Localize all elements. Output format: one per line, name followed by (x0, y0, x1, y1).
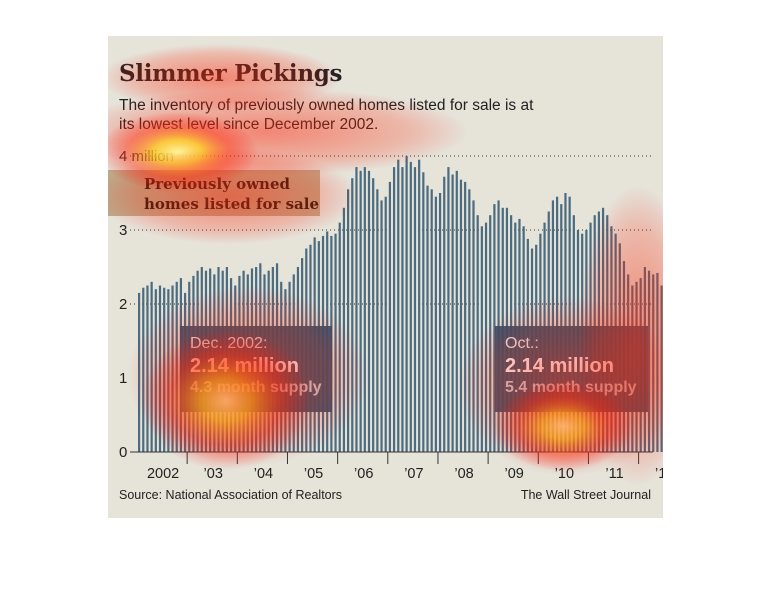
bar (426, 185, 429, 452)
y-tick-label: 2 (119, 296, 127, 313)
bar (430, 189, 433, 453)
series-legend: Previously owned homes listed for sale (108, 170, 320, 216)
callout-oct: Oct.: 2.14 million 5.4 month supply (495, 326, 648, 412)
bar (647, 270, 651, 452)
bar (163, 287, 166, 452)
callout-date: Oct.: (505, 335, 539, 352)
bar (158, 285, 162, 452)
bar (476, 215, 479, 452)
bar (660, 285, 663, 452)
y-tick-label: 1 (119, 370, 127, 387)
source-note: Source: National Association of Realtors (119, 488, 343, 502)
chart-subtitle: The inventory of previously owned homes … (119, 97, 534, 133)
bar (451, 174, 454, 452)
bar (334, 233, 337, 452)
bar (413, 167, 417, 452)
bar (468, 189, 471, 453)
bar (568, 196, 571, 452)
bar (359, 170, 362, 453)
callout-value: 2.14 million (190, 355, 299, 377)
x-tick-label: 2002 (147, 466, 179, 482)
bar (154, 289, 157, 452)
bar (472, 200, 475, 452)
bar (338, 222, 341, 452)
bar (656, 272, 659, 452)
bar (434, 196, 437, 452)
bar (459, 179, 463, 452)
bar (175, 281, 178, 452)
callout-value: 2.14 million (505, 355, 614, 377)
bar (367, 170, 371, 453)
bar (418, 159, 421, 452)
x-tick-label: ’05 (304, 466, 323, 482)
bar (480, 226, 483, 452)
bar (564, 193, 567, 452)
bar (142, 287, 145, 452)
publisher-credit: The Wall Street Journal (520, 488, 651, 502)
bar (363, 167, 366, 452)
bar (397, 159, 400, 452)
bar (372, 178, 375, 452)
legend-label-line1: Previously owned (144, 175, 290, 193)
bar (422, 172, 425, 452)
callout-date: Dec. 2002: (190, 335, 268, 352)
x-tick-label: ’07 (404, 466, 423, 482)
bar (342, 207, 346, 452)
chart-title: Slimmer Pickings (119, 60, 343, 87)
bar (443, 176, 446, 452)
x-tick-label: ’12 (655, 466, 663, 482)
y-tick-label: 4 million (119, 148, 174, 165)
y-tick-label: 0 (119, 444, 127, 461)
bar (376, 189, 379, 453)
bar (392, 167, 396, 452)
bar (388, 181, 391, 452)
bar (355, 167, 358, 452)
bar (455, 170, 458, 453)
bar (447, 167, 450, 452)
bar (171, 285, 174, 452)
bar (652, 274, 655, 452)
bar (438, 193, 442, 452)
callout-supply: 5.4 month supply (505, 379, 637, 396)
x-tick-label: ’09 (505, 466, 524, 482)
x-tick-label: ’11 (605, 466, 623, 482)
bar (138, 292, 141, 452)
bar (150, 281, 153, 452)
bar (409, 161, 412, 453)
chart-card: 0 1 2 3 4 million 2002 ’03 ’04 ’05 ’06 ’07 ’08 ’09 ’1… (108, 36, 663, 518)
callout-dec-2002: Dec. 2002: 2.14 million 4.3 month supply (180, 326, 332, 412)
bar (405, 156, 408, 452)
bar (556, 196, 559, 452)
bar (489, 215, 492, 452)
bar (347, 189, 350, 453)
bar (464, 181, 467, 452)
bar (351, 178, 354, 452)
x-tick-label: ’08 (454, 466, 473, 482)
bar (146, 285, 149, 452)
bar (380, 200, 383, 452)
callout-supply: 4.3 month supply (190, 379, 322, 396)
legend-label-line2: homes listed for sale (144, 195, 320, 213)
x-tick-label: ’06 (354, 466, 373, 482)
x-tick-label: ’04 (254, 466, 273, 482)
bar (484, 222, 488, 452)
x-tick-label: ’10 (555, 466, 574, 482)
y-tick-label: 3 (119, 222, 127, 239)
x-tick-label: ’03 (204, 466, 223, 482)
bar (384, 196, 387, 452)
bar (401, 167, 404, 452)
bar (167, 289, 170, 452)
